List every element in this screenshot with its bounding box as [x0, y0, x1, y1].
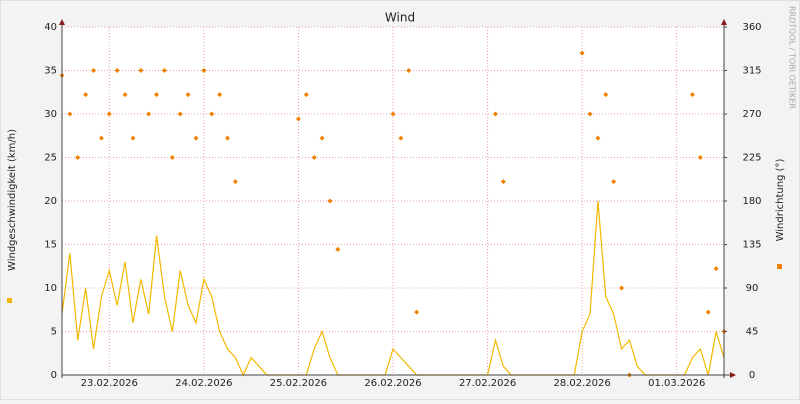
y-tick-label: 0 [51, 370, 57, 381]
y-tick-label: 30 [44, 109, 57, 120]
direction-point [689, 92, 695, 98]
direction-point [303, 92, 309, 98]
direction-point [161, 68, 167, 73]
y2-tick-label: 90 [746, 283, 759, 294]
direction-point [406, 68, 412, 73]
direction-point [209, 111, 215, 117]
direction-point [398, 135, 404, 141]
direction-point [390, 111, 396, 117]
direction-point [327, 198, 333, 204]
direction-point [154, 92, 160, 98]
direction-point [611, 179, 617, 185]
x-tick-label: 25.02.2026 [270, 378, 327, 389]
direction-point [130, 135, 136, 141]
direction-point [106, 111, 112, 117]
x-tick-label: 01.03.2026 [648, 378, 705, 389]
y-tick-label: 5 [51, 327, 57, 338]
axis-arrow [59, 19, 65, 25]
chart-title: Wind [385, 11, 415, 25]
direction-point [185, 92, 191, 98]
y2-tick-label: 135 [742, 240, 761, 251]
legend-swatch [777, 264, 782, 269]
axis-arrow [721, 19, 727, 25]
direction-point [232, 179, 238, 185]
y-tick-label: 35 [44, 66, 57, 77]
y-tick-label: 40 [44, 22, 57, 33]
direction-point [67, 111, 73, 117]
direction-point [201, 68, 207, 73]
axis-arrow [730, 372, 736, 378]
direction-point [335, 246, 341, 252]
direction-point [319, 135, 325, 141]
y2-tick-label: 270 [742, 109, 761, 120]
direction-point [138, 68, 144, 73]
y-tick-label: 25 [44, 153, 57, 164]
direction-point [579, 50, 585, 56]
direction-point [83, 92, 89, 98]
y2-axis-label: Windrichtung (°) [775, 159, 786, 242]
direction-point [98, 135, 104, 141]
direction-point [500, 179, 506, 185]
y2-tick-label: 315 [742, 66, 761, 77]
direction-point [713, 266, 719, 272]
direction-point [177, 111, 183, 117]
direction-point [587, 111, 593, 117]
direction-point [619, 285, 625, 291]
y2-tick-label: 225 [742, 153, 761, 164]
speed-line [61, 200, 725, 377]
legend-swatch [7, 298, 12, 303]
y2-tick-label: 45 [746, 327, 759, 338]
direction-point [75, 155, 81, 160]
direction-point [595, 135, 601, 141]
y2-tick-label: 360 [742, 22, 761, 33]
direction-point [91, 68, 97, 73]
direction-point [217, 92, 223, 98]
y-axis-label: Windgeschwindigkeit (km/h) [7, 129, 18, 271]
direction-point [311, 155, 317, 160]
direction-point [122, 92, 128, 98]
y2-tick-label: 0 [749, 370, 755, 381]
direction-point [603, 92, 609, 98]
y-tick-label: 15 [44, 240, 57, 251]
direction-point [193, 135, 199, 141]
watermark: RRDTOOL / TOBI OETIKER [788, 6, 797, 109]
direction-point [225, 135, 230, 141]
y-tick-label: 10 [44, 283, 57, 294]
direction-point [169, 155, 175, 160]
x-tick-label: 28.02.2026 [554, 378, 611, 389]
direction-point [705, 309, 711, 315]
direction-point [492, 111, 498, 117]
direction-point [114, 68, 120, 73]
y-tick-label: 20 [44, 196, 57, 207]
direction-point [697, 155, 703, 160]
direction-point [414, 309, 420, 315]
x-tick-label: 24.02.2026 [175, 378, 232, 389]
x-tick-label: 26.02.2026 [364, 378, 421, 389]
direction-point [295, 116, 301, 122]
direction-point [146, 111, 152, 117]
x-tick-label: 23.02.2026 [81, 378, 138, 389]
y2-tick-label: 180 [742, 196, 761, 207]
x-tick-label: 27.02.2026 [459, 378, 516, 389]
